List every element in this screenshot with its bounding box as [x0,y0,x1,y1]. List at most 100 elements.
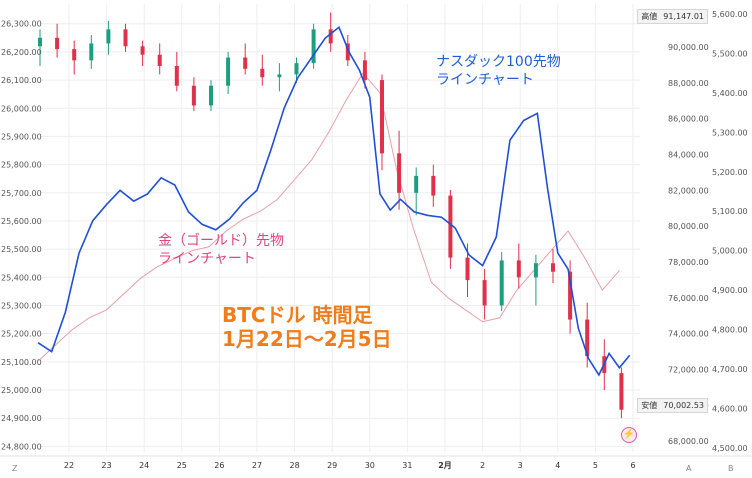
btc-candle-body [568,271,573,320]
mid-axis-tick: 72,000.00 [668,366,709,375]
right-axis-tick: 5,600.00 [712,10,748,19]
left-axis-tick: 25,700.00 [1,189,42,198]
right-axis-tick: 4,900.00 [712,286,748,295]
btc-candle-body [38,37,42,47]
btc-candle-body [106,29,111,44]
mid-axis-tick: 84,000.00 [668,151,709,160]
nasdaq-annotation-line1: ナスダック100先物 [436,54,561,70]
axis-letter-b[interactable]: B [728,464,734,473]
btc-candle-body [585,319,590,357]
right-axis-tick: 4,700.00 [712,365,748,374]
mid-axis-tick: 82,000.00 [668,186,709,195]
btc-candle-body [448,195,453,258]
gold-annotation: 金（ゴールド）先物 ラインチャート [158,232,284,268]
right-axis-tick: 4,600.00 [712,405,748,414]
left-axis-tick: 25,600.00 [1,217,42,226]
right-axis-tick: 4,500.00 [712,444,748,453]
right-axis-tick: 5,400.00 [712,89,748,98]
nasdaq-annotation-line2: ラインチャート [436,72,534,88]
btc-candle-body [226,57,231,86]
btc-annotation-line2: 1月22日〜2月5日 [222,327,392,351]
x-axis-tick: 4 [555,461,560,470]
btc-candle-body [243,57,248,69]
btc-candle-body [465,257,470,281]
btc-candle-body [174,65,179,86]
mid-axis-tick: 88,000.00 [668,79,709,88]
btc-candle-body [431,175,436,196]
btc-candle-body [72,49,77,61]
mid-axis-tick: 80,000.00 [668,222,709,231]
btc-candle-body [414,175,419,193]
left-axis-tick: 25,900.00 [1,132,42,141]
right-axis-tick: 4,800.00 [712,326,748,335]
btc-candle-body [499,260,504,306]
right-axis-tick: 5,500.00 [712,49,748,58]
x-axis-tick: 27 [252,461,262,470]
gold-annotation-line2: ラインチャート [158,251,256,267]
right-axis-tick: 5,300.00 [712,128,748,137]
axis-letter-a[interactable]: A [686,464,692,473]
btc-candle-body [157,54,162,66]
btc-candle-body [533,263,538,278]
mid-axis-tick: 90,000.00 [668,43,709,52]
mid-axis-tick: 78,000.00 [668,258,709,267]
btc-candle-body [277,74,282,78]
x-axis-tick: 28 [290,461,300,470]
btc-candle-body [397,153,402,193]
btc-candle-body [55,37,60,50]
left-axis-tick: 26,000.00 [1,104,42,113]
mid-axis-tick: 86,000.00 [668,115,709,124]
x-axis-tick: 23 [102,461,112,470]
x-axis-tick: 2 [480,461,485,470]
btc-candle-body [123,29,128,47]
btc-candle-body [380,80,384,154]
left-axis-tick: 26,300.00 [1,20,42,29]
left-axis-tick: 25,800.00 [1,161,42,170]
btc-candle-body [89,43,94,61]
nasdaq-series-line [37,26,631,377]
btc-candle-body [294,63,299,75]
left-axis-tick: 25,200.00 [1,330,42,339]
mid-axis-tick: 68,000.00 [668,437,709,446]
btc-candle-body [482,280,487,306]
btc-candle-body [140,46,145,55]
left-axis-tick: 24,900.00 [1,414,42,423]
btc-candle-body [362,60,367,81]
btc-candle-body [619,373,624,410]
btc-annotation: BTCドル 時間足 1月22日〜2月5日 [222,303,392,351]
left-axis-tick: 25,100.00 [1,358,42,367]
left-axis-tick: 26,200.00 [1,48,42,57]
low-price-value: 70,002.53 [663,401,704,410]
x-axis-tick: 6 [630,461,635,470]
right-axis-tick: 5,200.00 [712,168,748,177]
left-axis-tick: 26,100.00 [1,76,42,85]
btc-candle-body [551,263,555,272]
mid-axis-tick: 74,000.00 [668,330,709,339]
low-price-title: 安値 [641,401,658,410]
nasdaq-annotation: ナスダック100先物 ラインチャート [436,53,561,89]
left-axis-tick: 25,000.00 [1,386,42,395]
btc-candle-body [311,29,316,64]
high-price-title: 高値 [641,12,658,21]
btc-candle-body [516,260,521,278]
left-axis-tick: 25,300.00 [1,301,42,310]
gold-annotation-line1: 金（ゴールド）先物 [158,233,284,249]
x-axis-tick: 31 [402,461,412,470]
lightning-icon[interactable]: ⚡ [621,427,637,443]
x-axis-tick: 3 [518,461,523,470]
x-axis-tick: 2月 [438,461,452,470]
btc-annotation-line1: BTCドル 時間足 [222,303,373,327]
low-price-label: 安値 70,002.53 [637,398,708,413]
high-price-label: 高値 91,147.01 [637,9,708,24]
high-price-value: 91,147.01 [663,12,704,21]
left-axis-tick: 24,800.00 [1,442,42,451]
x-axis-tick: 29 [327,461,337,470]
right-axis-tick: 5,100.00 [712,207,748,216]
right-axis-tick: 5,000.00 [712,247,748,256]
axis-letter-z: Z [12,464,18,473]
x-axis-tick: 30 [365,461,375,470]
x-axis-tick: 22 [64,461,74,470]
btc-candle-body [328,29,333,44]
left-axis-tick: 25,400.00 [1,273,42,282]
